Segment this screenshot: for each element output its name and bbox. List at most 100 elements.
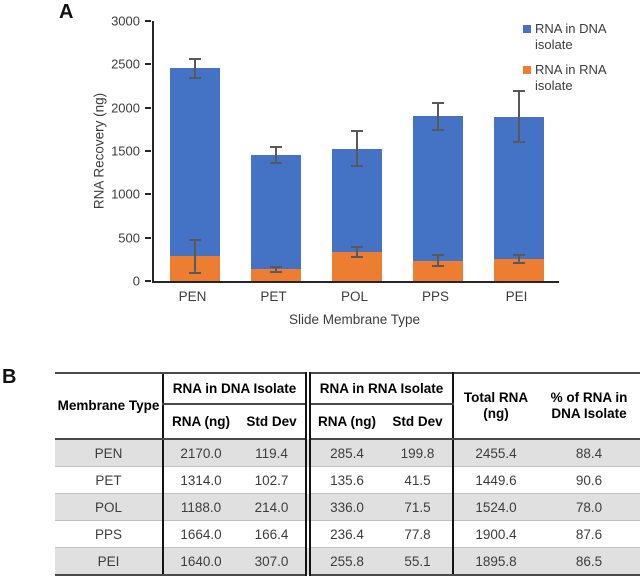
y-tick-mark	[145, 193, 151, 196]
table-cell: 1900.4	[453, 520, 539, 548]
y-tick-label: 500	[118, 230, 140, 246]
bar-segment-rna-isolate	[412, 260, 463, 281]
table-cell: 77.8	[383, 520, 455, 548]
y-tick-mark	[145, 20, 151, 22]
table-cell: 102.7	[238, 466, 312, 494]
table-cell: 1640.0	[162, 547, 238, 576]
x-category-label: PET	[260, 289, 287, 304]
error-bar-rna-isolate	[188, 238, 201, 274]
bar-segment-dna-isolate	[169, 68, 220, 257]
table-cell: 307.0	[238, 547, 312, 576]
table-cell: PEI	[55, 547, 163, 576]
table-cell: 214.0	[238, 493, 312, 521]
x-category-label: PPS	[421, 289, 449, 304]
error-bar-rna-isolate	[350, 245, 363, 259]
table-cell: 1524.0	[453, 493, 539, 521]
y-tick-label: 3000	[111, 13, 140, 29]
y-tick-label: 2000	[111, 100, 140, 116]
table-row: POL 1188.0 214.0 336.0 71.5 1524.0 78.0	[55, 493, 641, 521]
x-axis-title: Slide Membrane Type	[288, 312, 421, 327]
bar-segment-dna-isolate	[412, 116, 463, 261]
legend-swatch-rna-icon	[523, 66, 531, 74]
table-cell: 236.4	[308, 520, 384, 548]
header-dna-std-dev: Std Dev	[238, 404, 312, 440]
header-membrane-type: Membrane Type	[55, 372, 163, 440]
table-cell: PEN	[55, 439, 163, 467]
y-tick-mark	[145, 106, 151, 109]
error-bar-dna-isolate	[431, 101, 444, 131]
table-cell: 1188.0	[162, 493, 238, 521]
table-row: PEN 2170.0 119.4 285.4 199.8 2455.4 88.4	[55, 439, 641, 467]
y-tick-label: 2500	[111, 56, 140, 72]
header-pct-dna: % of RNA in DNA Isolate	[538, 372, 641, 440]
table-row: PPS 1664.0 166.4 236.4 77.8 1900.4 87.6	[55, 520, 641, 548]
table-cell: 87.6	[538, 520, 641, 548]
table-body: PEN 2170.0 119.4 285.4 199.8 2455.4 88.4 PET 131…	[55, 439, 641, 576]
table-cell: PPS	[55, 520, 163, 548]
chart-legend: RNA in DNA isolate RNA in RNA isolate	[523, 21, 633, 103]
table-cell: 78.0	[538, 493, 641, 521]
error-bar-dna-isolate	[512, 90, 525, 144]
panel-a-chart: A RNA Recovery (ng) Slide Membrane Type …	[59, 1, 633, 327]
error-bar-dna-isolate	[350, 130, 363, 168]
table-cell: 255.8	[308, 547, 384, 576]
header-group-dna-isolate: RNA in DNA Isolate	[161, 372, 312, 405]
panel-b-label: B	[2, 366, 17, 388]
table-cell: 119.4	[238, 439, 312, 467]
y-tick-label: 1000	[111, 186, 140, 202]
header-rna-rna-ng: RNA (ng)	[308, 404, 384, 440]
table-cell: 41.5	[383, 466, 455, 494]
table-cell: 2170.0	[162, 439, 238, 467]
table-cell: 2455.4	[453, 439, 539, 467]
y-tick-mark	[145, 63, 151, 66]
table-cell: 166.4	[238, 520, 312, 548]
bar-segment-dna-isolate	[250, 155, 301, 270]
table-cell: 135.6	[308, 466, 384, 494]
bar-segment-rna-isolate	[250, 269, 301, 281]
error-bar-rna-isolate	[269, 265, 282, 273]
y-tick-mark	[145, 150, 151, 152]
error-bar-rna-isolate	[512, 254, 525, 264]
header-rna-std-dev: Std Dev	[383, 404, 455, 440]
table-cell: 1314.0	[162, 466, 238, 494]
table-cell: 1895.8	[453, 547, 539, 576]
legend-label-rna: RNA in RNA isolate	[535, 62, 606, 93]
table-header: Membrane Type RNA in DNA Isolate RNA in …	[55, 372, 641, 440]
legend-entry-rna: RNA in RNA isolate	[523, 62, 633, 94]
table-cell: 199.8	[383, 439, 455, 467]
header-group-rna-isolate: RNA in RNA Isolate	[308, 372, 455, 405]
table-row: PEI 1640.0 307.0 255.8 55.1 1895.8 86.5	[55, 547, 641, 576]
legend-entry-dna: RNA in DNA isolate	[523, 21, 633, 53]
error-bar-rna-isolate	[431, 253, 444, 268]
table-cell: PET	[55, 466, 163, 494]
legend-label-dna: RNA in DNA isolate	[535, 21, 606, 52]
panel-b-table: B Membrane Type RNA in DNA Isolate RNA i…	[0, 358, 644, 576]
bar-segment-rna-isolate	[493, 258, 544, 281]
table-cell: 1664.0	[162, 520, 238, 548]
x-category-label: PEN	[178, 289, 207, 304]
panel-a-label: A	[59, 1, 74, 23]
results-table: Membrane Type RNA in DNA Isolate RNA in …	[55, 372, 641, 576]
table-cell: 55.1	[383, 547, 455, 576]
table-cell: 90.6	[538, 466, 641, 494]
legend-swatch-dna-icon	[523, 25, 531, 33]
header-dna-rna-ng: RNA (ng)	[162, 404, 238, 440]
error-bar-dna-isolate	[188, 57, 201, 79]
table-cell: 336.0	[308, 493, 384, 521]
x-category-label: PEI	[505, 289, 528, 304]
y-tick-label: 0	[132, 273, 140, 289]
y-tick-mark	[145, 236, 151, 239]
table-row: PET 1314.0 102.7 135.6 41.5 1449.6 90.6	[55, 466, 641, 494]
table-cell: POL	[55, 493, 163, 521]
table-cell: 285.4	[308, 439, 384, 467]
table-cell: 1449.6	[453, 466, 539, 494]
plot-area	[152, 21, 559, 283]
table-cell: 88.4	[538, 439, 641, 467]
y-tick-mark	[145, 280, 151, 282]
table-cell: 86.5	[538, 547, 641, 576]
y-tick-label: 1500	[111, 143, 140, 159]
header-total-rna: Total RNA (ng)	[453, 372, 539, 440]
error-bar-dna-isolate	[269, 146, 282, 165]
x-category-label: POL	[340, 289, 368, 304]
table-cell: 71.5	[383, 493, 455, 521]
